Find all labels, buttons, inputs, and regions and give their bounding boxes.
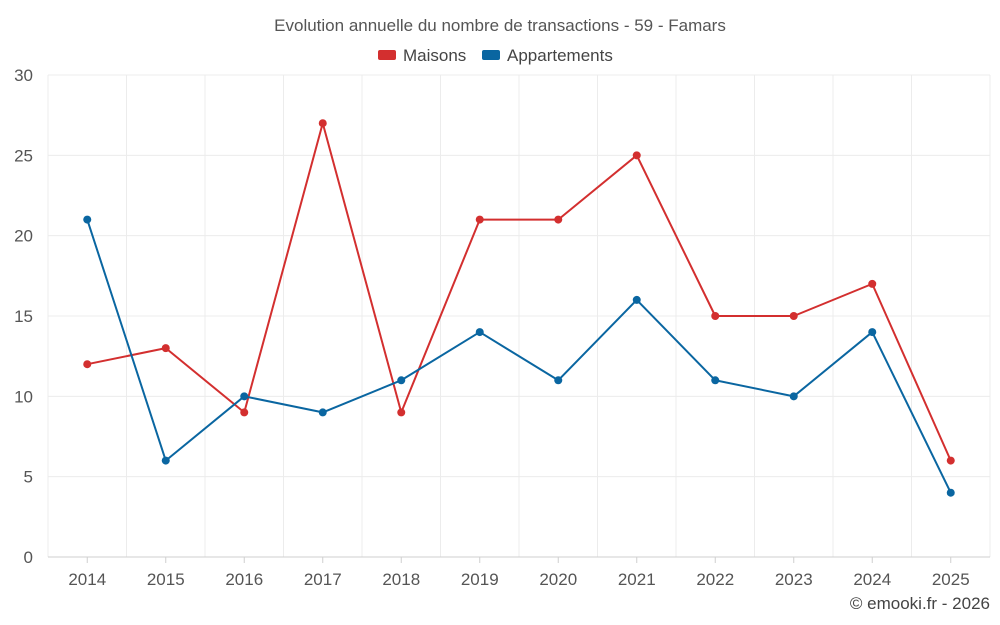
- data-point-maisons: [554, 215, 563, 224]
- data-point-maisons: [789, 312, 798, 320]
- x-tick-label: 2015: [147, 570, 185, 589]
- data-point-appartements: [240, 392, 249, 401]
- x-tick-label: 2020: [539, 570, 577, 589]
- x-tick-label: 2024: [853, 570, 891, 589]
- credit-text: © emooki.fr - 2026: [850, 594, 990, 613]
- data-point-maisons: [83, 360, 92, 369]
- data-point-maisons: [632, 151, 641, 160]
- data-point-appartements: [83, 215, 92, 224]
- data-point-appartements: [318, 408, 327, 417]
- data-point-maisons: [240, 408, 249, 417]
- y-tick-label: 15: [14, 307, 33, 326]
- x-tick-label: 2018: [382, 570, 420, 589]
- series-line-appartements: [86, 219, 952, 494]
- data-point-appartements: [397, 376, 406, 385]
- data-point-appartements: [711, 376, 720, 385]
- data-point-maisons: [318, 119, 327, 128]
- x-tick-label: 2023: [775, 570, 813, 589]
- series-line-maisons: [87, 122, 952, 462]
- data-point-maisons: [475, 215, 484, 224]
- grid: [47, 74, 991, 558]
- legend-swatch-maisons: [378, 50, 396, 60]
- x-tick-label: 2017: [304, 570, 342, 589]
- data-point-appartements: [789, 392, 798, 401]
- data-point-appartements: [161, 456, 170, 465]
- data-point-maisons: [161, 344, 170, 353]
- x-tick-label: 2022: [696, 570, 734, 589]
- data-point-appartements: [868, 328, 877, 337]
- y-tick-label: 30: [14, 66, 33, 85]
- data-point-appartements: [946, 488, 955, 497]
- legend-label-maisons: Maisons: [403, 46, 466, 65]
- legend: Maisons Appartements: [378, 46, 613, 65]
- y-tick-label: 25: [14, 146, 33, 165]
- data-point-maisons: [946, 456, 955, 465]
- data-point-appartements: [632, 295, 641, 304]
- data-point-maisons: [711, 312, 720, 320]
- legend-label-appartements: Appartements: [507, 46, 613, 65]
- data-point-appartements: [554, 376, 563, 385]
- chart-title: Evolution annuelle du nombre de transact…: [274, 16, 726, 35]
- series-group: [83, 119, 955, 497]
- y-tick-label: 20: [14, 227, 33, 246]
- x-tick-label: 2016: [225, 570, 263, 589]
- x-tick-label: 2021: [618, 570, 656, 589]
- y-tick-label: 5: [24, 468, 33, 487]
- x-tick-label: 2014: [68, 570, 106, 589]
- y-tick-label: 0: [24, 548, 33, 567]
- x-tick-label: 2019: [461, 570, 499, 589]
- data-point-maisons: [397, 408, 406, 417]
- data-point-maisons: [868, 279, 877, 288]
- data-point-appartements: [475, 328, 484, 337]
- legend-swatch-appartements: [482, 50, 500, 60]
- y-tick-label: 10: [14, 387, 33, 406]
- x-tick-label: 2025: [932, 570, 970, 589]
